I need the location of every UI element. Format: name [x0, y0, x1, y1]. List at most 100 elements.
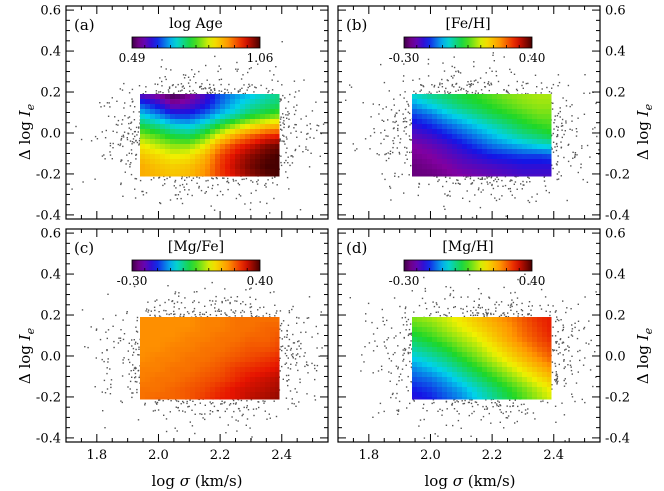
- scatter-point: [497, 185, 499, 187]
- heatmap-cell: [412, 99, 418, 105]
- scatter-point: [577, 171, 579, 174]
- scatter-point: [404, 162, 406, 164]
- scatter-point: [282, 122, 284, 124]
- scatter-point: [320, 132, 322, 135]
- scatter-point: [462, 197, 464, 199]
- heatmap-cell: [215, 99, 221, 105]
- heatmap-cell: [155, 139, 161, 145]
- scatter-point: [308, 166, 311, 168]
- scatter-point: [305, 115, 307, 117]
- heatmap-cell: [250, 134, 256, 140]
- heatmap-cell: [215, 169, 221, 175]
- heatmap-cell: [190, 154, 196, 160]
- heatmap-cell: [155, 159, 161, 165]
- scatter-point: [406, 151, 408, 153]
- scatter-point: [289, 164, 291, 167]
- scatter-point: [136, 141, 139, 144]
- heatmap-cell: [165, 134, 171, 140]
- scatter-point: [418, 186, 420, 188]
- scatter-point: [405, 126, 408, 128]
- scatter-point: [403, 75, 405, 77]
- heatmap-cell: [255, 134, 261, 140]
- scatter-point: [129, 105, 132, 107]
- scatter-point: [494, 178, 497, 180]
- scatter-point: [369, 148, 371, 150]
- heatmap-cell: [190, 94, 196, 100]
- heatmap-cell: [160, 104, 166, 110]
- heatmap-cell: [185, 174, 191, 177]
- heatmap-cell: [240, 139, 246, 145]
- heatmap-cell: [220, 114, 226, 120]
- scatter-point: [557, 112, 560, 115]
- scatter-point: [487, 81, 490, 83]
- scatter-point: [167, 89, 170, 91]
- heatmap-cell: [230, 124, 236, 130]
- heatmap-cell: [235, 94, 241, 100]
- scatter-point: [299, 209, 302, 211]
- scatter-point: [193, 76, 195, 78]
- scatter-point: [293, 113, 296, 116]
- scatter-point: [470, 84, 472, 87]
- scatter-point: [142, 194, 145, 196]
- heatmap-cell: [215, 109, 221, 115]
- heatmap-cell: [200, 129, 206, 135]
- scatter-point: [250, 202, 252, 204]
- heatmap-cell: [507, 94, 513, 100]
- scatter-point: [507, 188, 510, 190]
- scatter-point: [227, 91, 230, 94]
- scatter-point: [206, 92, 209, 95]
- heatmap-cell: [150, 139, 156, 145]
- scatter-point: [101, 155, 104, 157]
- scatter-point: [480, 191, 482, 193]
- scatter-point: [296, 136, 298, 138]
- scatter-point: [481, 93, 484, 95]
- scatter-point: [287, 114, 289, 116]
- scatter-point: [529, 181, 531, 183]
- scatter-point: [271, 79, 273, 81]
- heatmap-cell: [235, 164, 241, 170]
- heatmap-cell: [245, 164, 251, 170]
- scatter-point: [503, 89, 505, 91]
- heatmap-cell: [225, 109, 231, 115]
- scatter-point: [352, 143, 354, 145]
- heatmap-cell: [165, 109, 171, 115]
- scatter-point: [557, 74, 560, 76]
- scatter-point: [181, 176, 183, 178]
- heatmap-cell: [145, 129, 151, 135]
- scatter-point: [438, 179, 440, 181]
- heatmap-cell: [190, 99, 196, 105]
- heatmap-cell: [230, 114, 236, 120]
- heatmap-cell: [175, 94, 181, 100]
- heatmap-cell: [140, 149, 146, 155]
- scatter-point: [119, 88, 121, 90]
- scatter-point: [387, 152, 389, 154]
- heatmap-cell: [195, 104, 201, 110]
- heatmap-cell: [170, 174, 176, 177]
- scatter-point: [521, 84, 523, 87]
- scatter-point: [281, 129, 283, 131]
- scatter-point: [186, 183, 188, 185]
- scatter-point: [498, 198, 501, 200]
- scatter-point: [554, 146, 556, 148]
- scatter-point: [458, 71, 460, 73]
- heatmap-cell: [210, 114, 216, 120]
- heatmap-cell: [220, 174, 226, 177]
- scatter-point: [586, 181, 589, 183]
- heatmap-cell: [195, 144, 201, 150]
- scatter-point: [497, 178, 500, 181]
- heatmap-cell: [437, 99, 443, 105]
- scatter-point: [526, 181, 528, 183]
- scatter-point: [94, 135, 97, 138]
- scatter-point: [171, 84, 174, 87]
- scatter-point: [280, 161, 282, 164]
- scatter-point: [451, 65, 453, 68]
- scatter-point: [94, 178, 96, 180]
- scatter-point: [409, 151, 411, 154]
- scatter-point: [284, 143, 286, 145]
- heatmap-cell: [185, 124, 191, 130]
- scatter-point: [247, 86, 249, 89]
- scatter-point: [126, 137, 128, 139]
- scatter-point: [119, 143, 122, 145]
- scatter-point: [393, 127, 395, 129]
- heatmap-cell: [215, 144, 221, 150]
